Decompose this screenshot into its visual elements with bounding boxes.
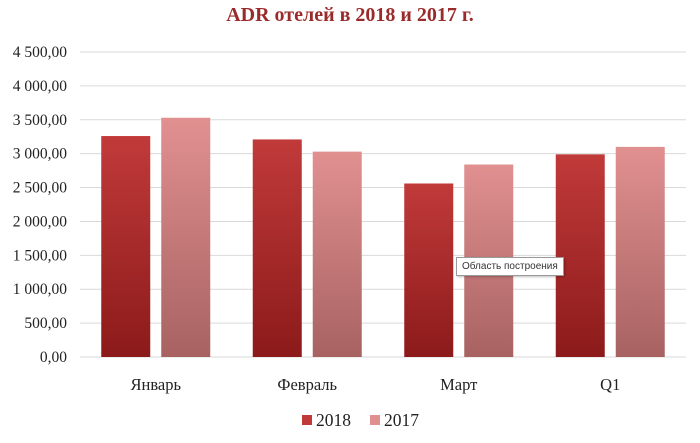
y-tick-label: 3 000,00 (13, 146, 68, 163)
y-tick-label: 0,00 (40, 349, 67, 366)
x-category-label: Февраль (277, 375, 337, 394)
bar-2017 (161, 117, 211, 357)
legend-swatch (370, 415, 380, 425)
bar-2018 (252, 139, 302, 357)
bar-2017 (312, 151, 362, 357)
bar-2017 (615, 146, 665, 357)
x-category-label: Январь (130, 375, 181, 394)
x-category-label: Q1 (600, 375, 620, 394)
x-category-label: Март (440, 375, 477, 394)
bar-2018 (404, 183, 454, 357)
bar-2018 (555, 154, 605, 357)
chart-title: ADR отелей в 2018 и 2017 г. (226, 4, 474, 26)
bar-2018 (101, 136, 151, 357)
y-tick-label: 3 500,00 (13, 112, 68, 129)
y-tick-label: 1 500,00 (13, 247, 68, 264)
y-tick-label: 1 000,00 (13, 281, 68, 298)
plot-area-tooltip: Область построения (456, 257, 564, 276)
x-axis: Январь Февраль Март Q1 (130, 375, 620, 394)
legend-swatch (302, 415, 312, 425)
y-tick-label: 4 500,00 (13, 44, 68, 61)
y-tick-label: 500,00 (24, 315, 67, 332)
legend: 2018 2017 (302, 410, 419, 430)
y-axis: 0,00 500,00 1 000,00 1 500,00 2 000,00 2 500,… (13, 44, 68, 366)
legend-label: 2018 (316, 410, 351, 430)
y-tick-label: 2 500,00 (13, 180, 68, 197)
y-tick-label: 2 000,00 (13, 213, 68, 230)
bar-layer (101, 117, 665, 357)
legend-label: 2017 (384, 410, 419, 430)
y-tick-label: 4 000,00 (13, 78, 68, 95)
